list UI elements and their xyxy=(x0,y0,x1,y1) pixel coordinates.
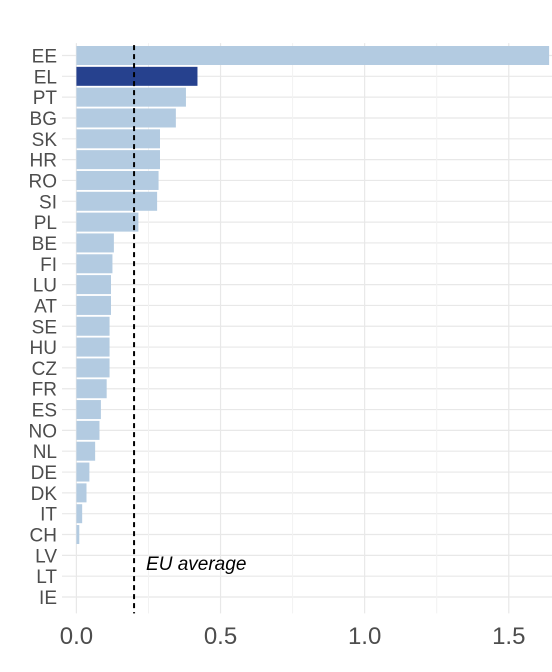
y-tick-label-si: SI xyxy=(39,192,57,213)
bar-hr xyxy=(76,150,160,170)
y-tick-label-hr: HR xyxy=(30,151,57,172)
x-tick-label: 0.5 xyxy=(204,623,237,650)
bar-se xyxy=(76,316,110,336)
bar-ch xyxy=(76,525,80,545)
y-tick-label-se: SE xyxy=(32,317,57,338)
bar-dk xyxy=(76,483,87,503)
bar-at xyxy=(76,295,111,315)
x-tick-label: 1.0 xyxy=(348,623,381,650)
bar-be xyxy=(76,233,114,253)
y-tick-label-at: AT xyxy=(34,296,57,317)
bar-sk xyxy=(76,129,160,149)
bar-bg xyxy=(76,108,176,128)
x-tick-label: 1.5 xyxy=(492,623,525,650)
bars xyxy=(76,46,550,545)
bar-ro xyxy=(76,170,159,190)
y-tick-label-fi: FI xyxy=(40,255,57,276)
y-tick-label-lu: LU xyxy=(33,276,57,297)
y-tick-label-ie: IE xyxy=(39,588,57,609)
bar-pl xyxy=(76,212,139,232)
x-tick-label: 0.0 xyxy=(60,623,93,650)
bar-el xyxy=(76,66,198,86)
bar-it xyxy=(76,504,83,524)
y-tick-label-lv: LV xyxy=(35,546,57,567)
bar-pt xyxy=(76,87,186,107)
bar-nl xyxy=(76,441,96,461)
y-tick-label-fr: FR xyxy=(32,380,57,401)
y-tick-label-hu: HU xyxy=(30,338,57,359)
y-tick-label-ch: CH xyxy=(30,526,57,547)
y-tick-label-lt: LT xyxy=(36,567,57,588)
y-tick-label-dk: DK xyxy=(31,484,58,505)
bar-lu xyxy=(76,275,111,295)
y-tick-label-it: IT xyxy=(40,505,57,526)
y-tick-label-ro: RO xyxy=(29,171,58,192)
x-tick-labels: 0.0 0.5 1.0 1.5 xyxy=(60,623,526,650)
y-tick-label-es: ES xyxy=(32,401,57,422)
bar-no xyxy=(76,420,100,440)
y-tick-label-nl: NL xyxy=(33,442,57,463)
y-tick-label-el: EL xyxy=(34,67,57,88)
bar-es xyxy=(76,400,101,420)
bar-de xyxy=(76,462,90,482)
y-tick-label-pl: PL xyxy=(34,213,57,234)
y-tick-labels: EEELPTBGSKHRROSIPLBEFILUATSEHUCZFRESNONL… xyxy=(29,47,58,610)
y-tick-label-ee: EE xyxy=(32,47,57,68)
grid xyxy=(62,43,552,614)
y-tick-label-be: BE xyxy=(32,234,57,255)
y-tick-label-no: NO xyxy=(29,421,58,442)
eu-average-label: EU average xyxy=(146,554,246,575)
y-tick-label-pt: PT xyxy=(33,88,58,109)
y-tick-label-sk: SK xyxy=(32,130,58,151)
y-tick-label-bg: BG xyxy=(30,109,57,130)
bar-fr xyxy=(76,379,107,399)
y-tick-label-de: DE xyxy=(31,463,57,484)
bar-cz xyxy=(76,358,110,378)
bar-si xyxy=(76,191,158,211)
y-tick-label-cz: CZ xyxy=(32,359,58,380)
bar-fi xyxy=(76,254,113,274)
bar-ee xyxy=(76,46,550,65)
reference-line-group: EU average xyxy=(133,45,246,614)
bar-hu xyxy=(76,337,110,357)
